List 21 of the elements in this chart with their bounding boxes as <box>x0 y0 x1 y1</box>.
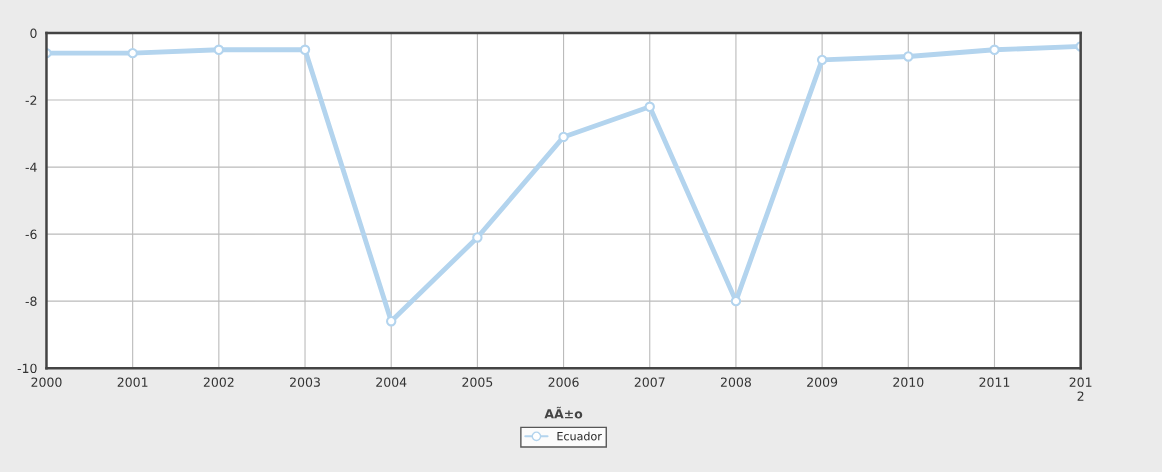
x-tick-label: 201 2 <box>1069 377 1092 401</box>
y-tick-label: 0 <box>30 28 37 38</box>
y-tick-label: -2 <box>25 95 37 105</box>
y-tick-label: -4 <box>25 162 37 172</box>
x-tick-label: 2009 <box>807 377 838 387</box>
x-tick-label: 2002 <box>203 377 234 387</box>
x-tick-label: 2006 <box>548 377 579 387</box>
x-tick-label: 2005 <box>462 377 493 387</box>
x-tick-label: 2007 <box>634 377 665 387</box>
x-tick-label: 2008 <box>720 377 751 387</box>
y-tick-label: -6 <box>25 229 37 240</box>
legend-label: Ecuador <box>557 431 602 441</box>
y-tick-label: -10 <box>17 363 37 374</box>
x-tick-label: 2011 <box>979 377 1010 387</box>
x-tick-label: 2010 <box>893 377 924 387</box>
x-tick-label: 2003 <box>290 377 320 387</box>
x-tick-label: 2000 <box>31 377 62 387</box>
x-tick-label: 2001 <box>117 377 148 387</box>
y-tick-label: -8 <box>25 296 37 307</box>
x-tick-label: 2004 <box>376 377 407 387</box>
x-axis-title: AÃ±o <box>544 406 583 419</box>
